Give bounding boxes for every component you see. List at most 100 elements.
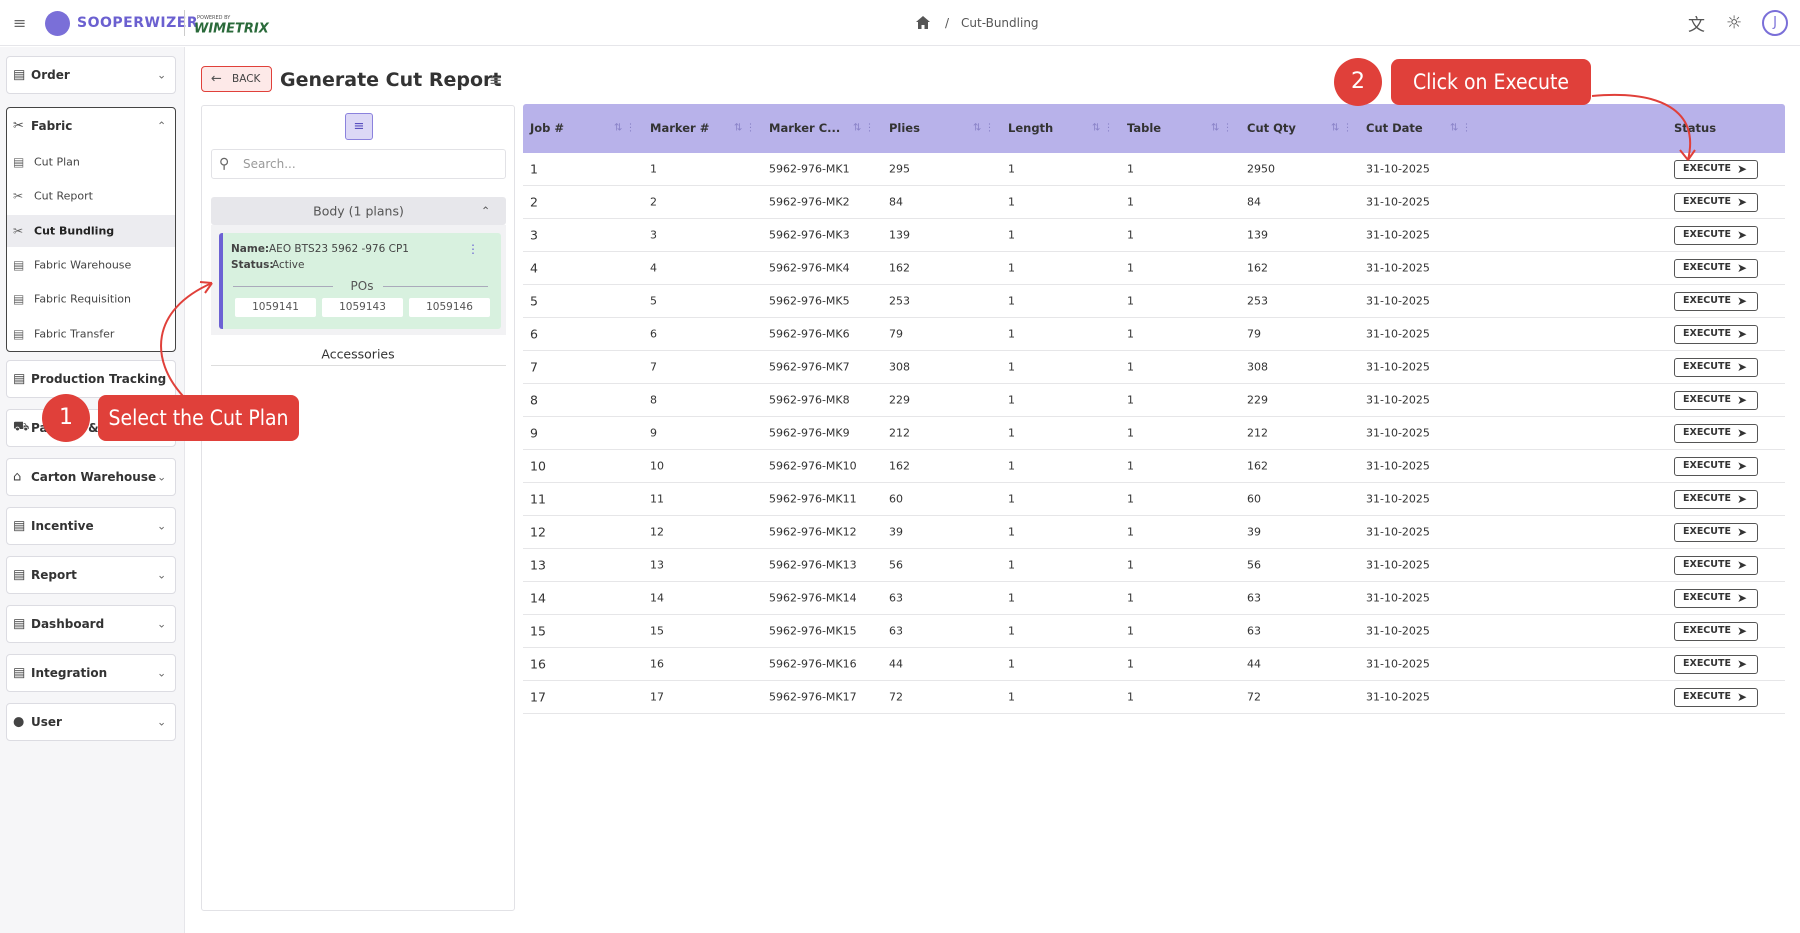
cell: 1	[1127, 360, 1134, 374]
column-header[interactable]: Cut Qty	[1247, 121, 1296, 135]
cell: 63	[889, 624, 903, 638]
chevron: ⌄	[157, 568, 167, 582]
cell: 308	[1247, 360, 1268, 374]
execute-button[interactable]: EXECUTE ➤	[1674, 424, 1758, 443]
nav-group[interactable]: ▤ Integration ⌄	[6, 654, 176, 692]
cell: 139	[889, 228, 910, 242]
cell: 1	[1008, 459, 1015, 473]
accessories[interactable]: Accessories	[321, 346, 395, 362]
execute-icon: ➤	[1737, 690, 1748, 704]
menu-toggle[interactable]: ≡	[13, 13, 27, 33]
cell: 5962-976-MK3	[769, 228, 850, 242]
cell: 1	[530, 161, 538, 177]
po-chip[interactable]: 1059141	[235, 298, 316, 317]
execute-label: EXECUTE	[1683, 163, 1731, 174]
execute-button[interactable]: EXECUTE ➤	[1674, 655, 1758, 674]
annotation-badge: 2	[1334, 58, 1382, 106]
cell: 5962-976-MK12	[769, 525, 857, 539]
cell: 31-10-2025	[1366, 690, 1430, 704]
card-menu[interactable]: ⋮	[467, 242, 479, 256]
nav-group[interactable]: ⌂ Carton Warehouse ⌄	[6, 458, 176, 496]
cell: 31-10-2025	[1366, 360, 1430, 374]
filter-icon[interactable]: ≡	[489, 70, 503, 90]
nav-item[interactable]: ✂ Cut Report	[7, 180, 175, 212]
cell: 11	[530, 491, 546, 507]
execute-button[interactable]: EXECUTE ➤	[1674, 325, 1758, 344]
cell: 1	[1008, 261, 1015, 275]
nav-item[interactable]: ▤ Fabric Transfer	[7, 318, 175, 350]
execute-button[interactable]: EXECUTE ➤	[1674, 556, 1758, 575]
execute-button[interactable]: EXECUTE ➤	[1674, 688, 1758, 707]
execute-button[interactable]: EXECUTE ➤	[1674, 622, 1758, 641]
execute-button[interactable]: EXECUTE ➤	[1674, 292, 1758, 311]
cell: 63	[1247, 591, 1261, 605]
nav-group[interactable]: ▤ Dashboard ⌄	[6, 605, 176, 643]
translate-icon[interactable]: 文	[1688, 15, 1705, 36]
execute-button[interactable]: EXECUTE ➤	[1674, 226, 1758, 245]
plan-group-header[interactable]: Body (1 plans) ⌃	[211, 197, 506, 225]
nav-group[interactable]: ● User ⌄	[6, 703, 176, 741]
collapse-button[interactable]: ≡	[345, 113, 373, 140]
cell: 84	[1247, 195, 1261, 209]
nav-item-icon: ▤	[13, 292, 25, 307]
nav-group[interactable]: ▤ Incentive ⌄	[6, 507, 176, 545]
cell: 79	[1247, 327, 1261, 341]
execute-button[interactable]: EXECUTE ➤	[1674, 193, 1758, 212]
column-header[interactable]: Status	[1674, 121, 1717, 135]
execute-label: EXECUTE	[1683, 229, 1731, 240]
execute-label: EXECUTE	[1683, 427, 1731, 438]
plan-card[interactable]: Name: AEO BTS23 5962 -976 CP1 Status: Ac…	[219, 233, 501, 329]
column-header[interactable]: Marker C...	[769, 121, 841, 135]
cell: 31-10-2025	[1366, 591, 1430, 605]
nav-item[interactable]: ▤ Cut Plan	[7, 146, 175, 178]
cell: 5962-976-MK1	[769, 162, 850, 176]
pos-label: POs	[350, 279, 374, 293]
data-table: Job # ⇅ ⋮ Marker # ⇅ ⋮ Marker C... ⇅ ⋮ Plies ⇅ …	[523, 104, 1785, 714]
column-header[interactable]: Cut Date	[1366, 121, 1423, 135]
po-chip[interactable]: 1059146	[409, 298, 490, 317]
column-header[interactable]: Length	[1008, 121, 1054, 135]
execute-button[interactable]: EXECUTE ➤	[1674, 160, 1758, 179]
execute-icon: ➤	[1737, 426, 1748, 440]
back-label: BACK	[232, 73, 261, 85]
execute-button[interactable]: EXECUTE ➤	[1674, 358, 1758, 377]
nav-item[interactable]: ▤ Fabric Requisition	[7, 283, 175, 315]
execute-button[interactable]: EXECUTE ➤	[1674, 523, 1758, 542]
nav-group[interactable]: ▤ Report ⌄	[6, 556, 176, 594]
execute-label: EXECUTE	[1683, 460, 1731, 471]
back-button[interactable]: ← BACK	[201, 66, 272, 92]
execute-label: EXECUTE	[1683, 394, 1731, 405]
nav-group[interactable]: ▤ Order ⌄	[6, 56, 176, 94]
column-header[interactable]: Marker #	[650, 121, 710, 135]
chevron: ⌃	[157, 119, 167, 133]
nav-item-label: Fabric Requisition	[34, 292, 131, 306]
execute-button[interactable]: EXECUTE ➤	[1674, 391, 1758, 410]
cell: 5962-976-MK4	[769, 261, 850, 275]
search-box[interactable]: ⚲ Search...	[211, 149, 506, 179]
execute-button[interactable]: EXECUTE ➤	[1674, 259, 1758, 278]
divider	[211, 365, 506, 366]
execute-button[interactable]: EXECUTE ➤	[1674, 490, 1758, 509]
column-header[interactable]: Job #	[530, 121, 565, 135]
cell: 1	[1008, 657, 1015, 671]
po-chip[interactable]: 1059143	[322, 298, 403, 317]
execute-label: EXECUTE	[1683, 526, 1731, 537]
nav-item[interactable]: ▤ Fabric Warehouse	[7, 249, 175, 281]
theme-icon[interactable]: ☼	[1726, 12, 1743, 34]
nav-item-label: Cut Plan	[34, 155, 80, 169]
nav-item[interactable]: ✂ Cut Bundling	[7, 214, 175, 247]
execute-icon: ➤	[1737, 492, 1748, 506]
cell: 5962-976-MK11	[769, 492, 857, 506]
cell: 1	[1127, 492, 1134, 506]
breadcrumb[interactable]: Cut-Bundling	[961, 16, 1039, 30]
nav-group[interactable]: ✂ Fabric ⌃ ▤ Cut Plan ✂ Cut Report ✂ Cut Bundlin…	[6, 107, 176, 352]
column-header[interactable]: Plies	[889, 121, 920, 135]
execute-button[interactable]: EXECUTE ➤	[1674, 457, 1758, 476]
nav-label: Integration	[31, 666, 108, 680]
avatar[interactable]: J	[1762, 10, 1788, 36]
nav-group[interactable]: ▤ Production Tracking ⌄	[6, 360, 176, 398]
execute-button[interactable]: EXECUTE ➤	[1674, 589, 1758, 608]
home-icon[interactable]	[915, 15, 931, 30]
column-header[interactable]: Table	[1127, 121, 1162, 135]
